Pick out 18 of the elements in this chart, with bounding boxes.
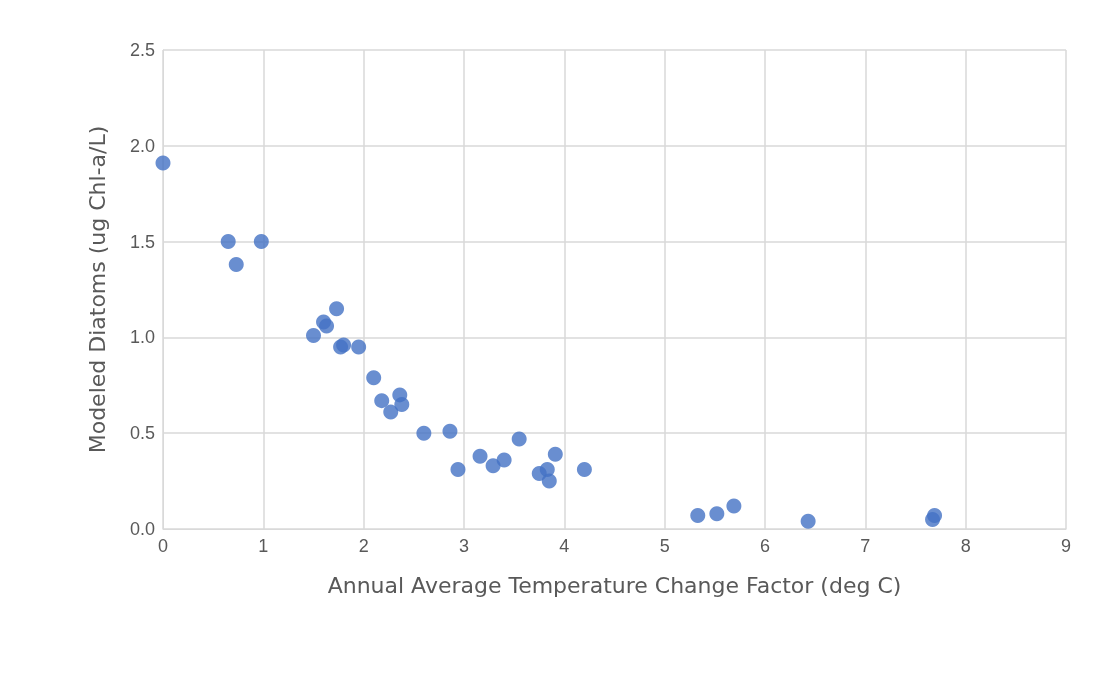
y-tick-label: 0.5 (129, 423, 155, 444)
x-tick-label: 4 (559, 536, 570, 556)
y-tick-label: 1.5 (129, 231, 155, 252)
y-tick-label: 1.0 (129, 327, 155, 348)
x-axis-title: Annual Average Temperature Change Factor (deg C) (327, 572, 902, 598)
x-tick-label: 2 (358, 536, 369, 556)
y-tick-label: 0.0 (129, 519, 155, 539)
x-tick-label: 9 (1060, 536, 1072, 556)
x-tick-label: 7 (860, 536, 871, 556)
y-tick-label: 2.5 (129, 40, 155, 60)
x-tick-label: 3 (458, 536, 470, 556)
x-tick-label: 0 (157, 536, 169, 556)
y-axis-title: Modeled Diatoms (ug Chl-a/L) (84, 125, 110, 454)
y-tick-label: 2.0 (129, 135, 155, 156)
x-tick-label: 5 (659, 536, 670, 556)
x-tick-label: 1 (258, 536, 269, 556)
x-tick-label: 8 (960, 536, 971, 556)
x-tick-label: 6 (759, 536, 771, 556)
